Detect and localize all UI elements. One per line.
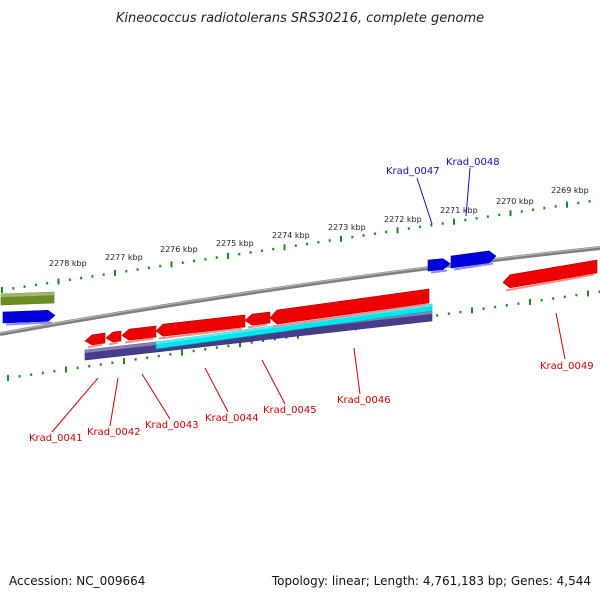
gene-krad-0043 [121,325,157,341]
label-leader-line [416,177,433,225]
label-leader-line [141,373,171,420]
gene-krad-0042-shadow [108,341,119,346]
gene-krad-0047 [427,258,451,272]
kbp-label: 2272 kbp [384,215,422,224]
gene-label: Krad_0042 [87,427,141,438]
label-leader-line [204,367,229,413]
kbp-label: 2277 kbp [105,253,143,262]
gene-krad-0049 [502,259,598,289]
gene-krad-0042 [105,330,122,343]
gene-label: Krad_0044 [205,413,259,424]
other-feature-bar-highlight [1,292,54,298]
kbp-label: 2271 kbp [440,206,478,215]
gene-krad-0048-shadow [453,262,494,271]
gene-krad-0044-shadow [158,327,243,340]
gene-label: Krad_0049 [540,361,594,372]
label-leader-line [51,377,99,433]
gene-krad-0041-shadow [87,343,103,349]
gene-krad-0046 [269,288,430,325]
gene-krad-0049-shadow [505,273,595,292]
gene-label: Krad_0048 [446,157,500,168]
gene-krad-0047-shadow [430,269,448,274]
gene-krad-0045-shadow [247,323,268,329]
gene-label-layer: Krad_0047 Krad_0048 Krad_0041 Krad_0042 Krad… [29,157,594,444]
outer-scale-track [1,198,600,293]
label-leader-line [465,167,471,217]
label-leader-line [555,312,566,360]
gene-label: Krad_0045 [263,405,317,416]
label-leader-line [261,359,286,405]
gene-krad-0041 [84,332,106,346]
gene-krad-0043-shadow [124,337,154,344]
label-leader-line [109,377,119,427]
gene-krad-0046-shadow [272,303,427,328]
gene-label: Krad_0046 [337,395,391,406]
genome-backbone-highlight [0,246,600,334]
kbp-labels: 2278 kbp 2277 kbp 2276 kbp 2275 kbp 2274 kbp… [49,186,589,268]
gene-krad-0044 [155,314,246,337]
kbp-label: 2270 kbp [496,197,534,206]
kbp-label: 2273 kbp [328,223,366,232]
label-leader-line [353,347,361,395]
gene-krad-0048 [450,250,497,269]
gene-label: Krad_0043 [145,420,199,431]
gene-label: Krad_0041 [29,433,83,444]
map-title: Kineococcus radiotolerans SRS30216, comp… [116,11,484,26]
kbp-label: 2274 kbp [272,231,310,240]
gene-label: Krad_0047 [386,166,440,177]
kbp-label: 2276 kbp [160,245,198,254]
gene-krad-0045 [244,311,271,326]
genome-backbone [0,246,600,336]
kbp-label: 2278 kbp [49,259,87,268]
kbp-label: 2275 kbp [216,239,254,248]
feature-layer [0,250,598,361]
forward-gene-partial-shadow [5,321,53,326]
genome-summary-text: Topology: linear; Length: 4,761,183 bp; … [271,574,591,588]
accession-text: Accession: NC_009664 [9,574,146,588]
kbp-label: 2269 kbp [551,186,589,195]
forward-gene-partial [2,309,56,324]
